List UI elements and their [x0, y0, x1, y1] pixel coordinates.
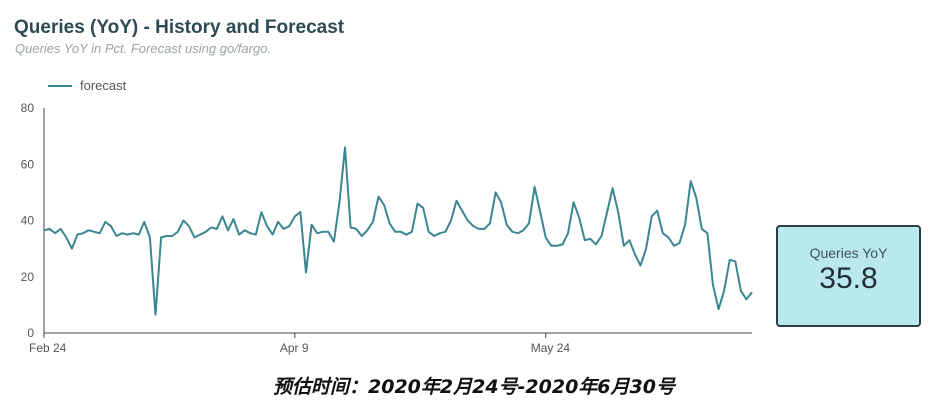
y-tick-label: 40: [21, 214, 35, 228]
scorecard-label: Queries YoY: [809, 245, 888, 261]
legend: forecast: [48, 78, 126, 93]
chart-subtitle: Queries YoY in Pct. Forecast using go/fa…: [15, 41, 272, 56]
y-tick-label: 80: [21, 101, 35, 115]
x-tick-label: Apr 9: [280, 341, 309, 355]
scorecard: Queries YoY 35.8: [776, 225, 921, 327]
chart-title: Queries (YoY) - History and Forecast: [14, 17, 345, 38]
line-chart: 0 20 40 60 80 Feb 24 Apr 9 May 24: [21, 101, 753, 355]
scorecard-value: 35.8: [819, 262, 878, 295]
y-tick-label: 60: [21, 157, 35, 171]
series-line-forecast: [43, 146, 753, 316]
x-tick-label: May 24: [531, 341, 571, 355]
y-tick-label: 0: [27, 326, 34, 340]
legend-label: forecast: [80, 78, 127, 93]
date-range-caption: 预估时间：2020年2月24号-2020年6月30号: [273, 376, 675, 398]
y-tick-label: 20: [21, 270, 35, 284]
x-tick-label: Feb 24: [29, 341, 67, 355]
legend-swatch: [48, 84, 72, 87]
